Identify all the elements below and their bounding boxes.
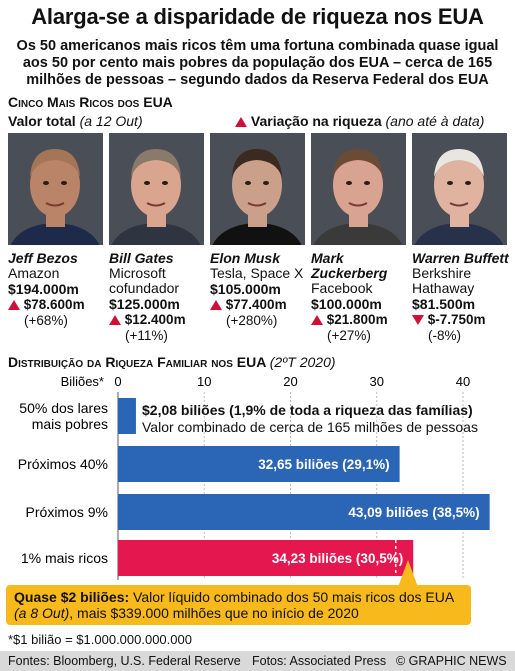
portrait-photo	[8, 133, 103, 245]
photo-credit: Fotos: Associated Press	[252, 654, 387, 668]
person-name: Warren Buffett	[412, 250, 509, 266]
person-change-percent: (+280%)	[226, 313, 278, 328]
person-change-percent: (+27%)	[327, 328, 371, 343]
bar	[118, 446, 400, 482]
person-net-worth: $100.000m	[311, 296, 382, 312]
up-triangle-icon	[235, 117, 247, 127]
bar-value-label: 43,09 biliões (38,5%)	[348, 505, 479, 520]
poorest-annotation-bold: $2,08 biliões (1,9% de toda a riqueza da…	[142, 402, 473, 418]
person-card: Jeff Bezos Amazon $194.000m $78.600m (+68%)	[8, 133, 105, 328]
x-unit-label: Biliões*	[61, 374, 104, 389]
wealth-change-label: Variação na riqueza (ano até à data)	[235, 113, 484, 129]
footnote: *$1 bilião = $1.000.000.000.000	[8, 632, 192, 647]
graphic-news-credit: © GRAPHIC NEWS	[396, 654, 507, 668]
person-company: Microsoft cofundador	[109, 265, 180, 296]
bar	[118, 494, 490, 530]
category-label: 1% mais ricos	[21, 550, 108, 566]
person-company: Amazon	[8, 265, 60, 281]
person-net-worth: $125.000m	[109, 296, 180, 312]
person-wealth-change: $78.600m	[8, 297, 105, 313]
person-name: Bill Gates	[109, 250, 174, 266]
person-card: Bill Gates Microsoft cofundador $125.000m …	[109, 133, 206, 343]
person-card: Mark Zuckerberg Facebook $100.000m $21.800…	[311, 133, 408, 343]
person-company: Berkshire Hathaway	[412, 265, 475, 296]
person-change-percent: (+11%)	[125, 328, 168, 343]
portrait-photo	[109, 133, 204, 245]
x-tick-label: 10	[197, 374, 211, 389]
person-name: Mark Zuckerberg	[311, 250, 388, 281]
up-triangle-icon	[210, 300, 222, 310]
person-company: Facebook	[311, 280, 373, 296]
category-label: 50% dos lares	[19, 400, 108, 416]
portrait-photo	[210, 133, 305, 245]
person-card: Elon Musk Tesla, Space X $105.000m $77.400…	[210, 133, 307, 328]
person-card: Warren Buffett Berkshire Hathaway $81.500m…	[412, 133, 509, 343]
callout-pointer	[398, 560, 418, 587]
distribution-heading: Distribuição da Riqueza Familiar nos EUA…	[8, 354, 336, 370]
person-net-worth: $81.500m	[412, 296, 476, 312]
up-triangle-icon	[8, 300, 20, 310]
category-label: Próximos 40%	[18, 456, 108, 472]
total-value-label: Valor total (a 12 Out)	[8, 113, 143, 129]
portrait-photo	[311, 133, 406, 245]
person-name: Elon Musk	[210, 250, 281, 266]
footer: Fontes: Bloomberg, U.S. Federal Reserve …	[0, 651, 515, 671]
x-tick-label: 30	[370, 374, 384, 389]
down-triangle-icon	[412, 315, 424, 325]
bar	[118, 398, 136, 434]
sources-text: Fontes: Bloomberg, U.S. Federal Reserve	[8, 654, 241, 668]
person-change-percent: (+68%)	[24, 313, 68, 328]
bar-value-label: 32,65 biliões (29,1%)	[258, 457, 389, 472]
up-triangle-icon	[109, 315, 121, 325]
person-wealth-change: $-7.750m	[412, 312, 509, 328]
poorest-annotation-text: Valor combinado de cerca de 165 milhões …	[142, 419, 478, 435]
person-wealth-change: $12.400m	[109, 312, 206, 328]
category-label: mais pobres	[32, 416, 108, 432]
category-label: Próximos 9%	[26, 504, 108, 520]
person-change-percent: (-8%)	[428, 328, 461, 343]
bar	[118, 540, 414, 576]
person-net-worth: $194.000m	[8, 281, 79, 297]
x-tick-label: 0	[114, 374, 121, 389]
person-wealth-change: $77.400m	[210, 297, 307, 313]
page-title: Alarga-se a disparidade de riqueza nos E…	[31, 4, 484, 29]
portrait-photo	[412, 133, 507, 245]
up-triangle-icon	[311, 315, 323, 325]
person-wealth-change: $21.800m	[311, 312, 408, 328]
person-name: Jeff Bezos	[8, 250, 78, 266]
top5-heading: Cinco Mais Ricos dos EUA	[8, 94, 173, 110]
person-net-worth: $105.000m	[210, 281, 281, 297]
person-company: Tesla, Space X	[210, 265, 304, 281]
bar-value-label: 34,23 biliões (30,5%)	[272, 551, 403, 566]
x-tick-label: 40	[456, 374, 470, 389]
x-tick-label: 20	[283, 374, 297, 389]
top50-callout: Quase $2 biliões: Valor líquido combinad…	[6, 585, 471, 625]
page-subtitle: Os 50 americanos mais ricos têm uma fort…	[16, 38, 499, 88]
